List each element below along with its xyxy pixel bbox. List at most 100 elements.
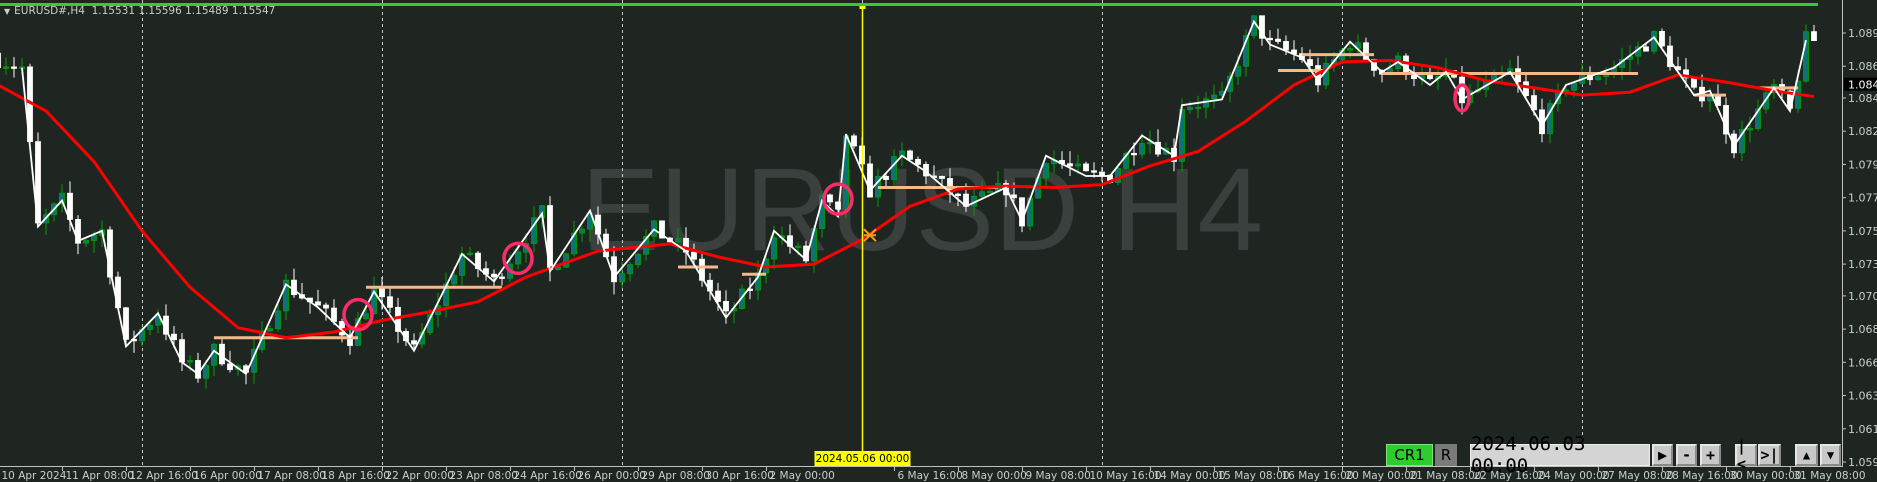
bear-candle	[1131, 152, 1137, 156]
current-price-text: 1.0848	[1848, 79, 1877, 92]
time-tick-label: 15 May 08:00	[1218, 470, 1290, 482]
bull-candle	[3, 66, 9, 69]
time-tick-label: 26 Apr 00:00	[578, 470, 646, 482]
bear-candle	[659, 220, 665, 239]
bear-candle	[1099, 171, 1105, 176]
bull-candle	[1123, 152, 1129, 169]
time-tick-label: 22 Apr 00:00	[386, 470, 454, 482]
bull-candle	[627, 264, 633, 274]
bull-candle	[1571, 82, 1577, 91]
time-tick-label: 12 Apr 16:00	[130, 470, 198, 482]
scroll-down-button[interactable]: ▼	[1820, 444, 1841, 466]
go-first-button[interactable]: |<	[1735, 437, 1757, 473]
time-tick-label: 28 May 16:00	[1666, 470, 1738, 482]
bear-candle	[699, 258, 705, 281]
bull-candle	[979, 191, 985, 197]
date-input[interactable]: 2024.06.03 00:00	[1470, 433, 1650, 477]
bear-candle	[491, 273, 497, 278]
bull-candle	[1043, 163, 1049, 179]
bear-candle	[219, 343, 225, 365]
time-tick-label: 27 May 08:00	[1602, 470, 1674, 482]
time-tick-label: 16 May 16:00	[1282, 470, 1354, 482]
time-tick-label: 9 May 08:00	[1026, 470, 1091, 482]
time-tick-label: 30 Apr 16:00	[706, 470, 774, 482]
bear-candle	[123, 307, 129, 340]
bear-candle	[1083, 163, 1089, 172]
bull-candle	[1139, 143, 1145, 155]
bull-candle	[155, 315, 161, 326]
r-button[interactable]: R	[1435, 444, 1457, 466]
time-tick-label: 14 May 00:00	[1154, 470, 1226, 482]
bear-candle	[1643, 46, 1649, 52]
bull-candle	[1595, 76, 1601, 81]
time-tick-label: 16 Apr 00:00	[194, 470, 262, 482]
price-tick-label: 1.0890	[1848, 27, 1877, 40]
bear-candle	[315, 301, 321, 306]
bull-candle	[1235, 65, 1241, 77]
zoom-in-button[interactable]: +	[1700, 444, 1721, 466]
bear-candle	[827, 194, 833, 203]
bear-candle	[227, 363, 233, 371]
triangle-up-icon: ▲	[1802, 448, 1811, 462]
time-tick-label: 8 May 00:00	[962, 470, 1027, 482]
circle-markers	[342, 83, 1471, 332]
play-button[interactable]: ▶	[1652, 444, 1673, 466]
cursor-time-text: 2024.05.06 00:00	[816, 453, 910, 465]
bull-candle	[739, 288, 745, 309]
bear-candle	[171, 333, 177, 341]
bear-candle	[1683, 69, 1689, 79]
bear-candle	[1403, 55, 1409, 75]
bear-candle	[1515, 68, 1521, 83]
bull-candle	[795, 245, 801, 248]
bull-candle	[147, 324, 153, 330]
bear-candle	[1091, 170, 1097, 173]
bull-candle	[531, 217, 537, 244]
bull-candle	[83, 240, 89, 244]
bear-candle	[715, 290, 721, 302]
bear-candle	[387, 296, 393, 308]
bull-candle	[1803, 31, 1809, 82]
bear-candle	[1531, 95, 1537, 111]
bull-candle	[187, 360, 193, 363]
ohlc-values: 1.15531 1.15596 1.15489 1.15547	[91, 5, 276, 17]
zoom-out-button[interactable]: -	[1676, 444, 1697, 466]
chart-header: ▼ EURUSD#,H4 1.15531 1.15596 1.15489 1.15…	[4, 5, 275, 17]
scroll-up-button[interactable]: ▲	[1795, 444, 1818, 466]
bull-candle	[571, 232, 577, 255]
time-tick-label: 21 May 08:00	[1410, 470, 1482, 482]
price-tick-label: 1.0776	[1848, 192, 1877, 205]
time-tick-label: 22 May 16:00	[1474, 470, 1546, 482]
bull-candle	[203, 364, 209, 379]
play-icon: ▶	[1657, 446, 1668, 464]
bear-candle	[883, 175, 889, 180]
bull-candle	[1243, 35, 1249, 67]
bull-candle	[451, 274, 457, 285]
circle-marker	[342, 297, 374, 332]
go-last-button[interactable]: >|	[1758, 444, 1781, 466]
circle-marker	[1453, 83, 1471, 113]
bear-candle	[1811, 31, 1817, 41]
time-tick-label: 23 Apr 08:00	[450, 470, 518, 482]
time-tick-label: 31 May 08:00	[1794, 470, 1866, 482]
bull-candle	[467, 252, 473, 256]
price-tick-label: 1.0730	[1848, 258, 1877, 271]
bull-candle	[987, 190, 993, 194]
bull-candle	[1747, 128, 1753, 131]
current-price-label: 1.0848	[1844, 77, 1877, 92]
bull-candle	[1347, 47, 1353, 51]
bull-candle	[675, 237, 681, 243]
dropdown-triangle-icon[interactable]: ▼	[4, 7, 11, 16]
bear-candle	[11, 66, 17, 69]
cr1-button[interactable]: CR1	[1386, 444, 1433, 466]
bear-candle	[1459, 76, 1465, 104]
bear-candle	[939, 175, 945, 179]
bear-candle	[867, 163, 873, 198]
price-tick-label: 1.0845	[1848, 92, 1877, 105]
bear-candle	[1275, 38, 1281, 42]
bull-candle	[1115, 168, 1121, 183]
bull-candle	[1739, 129, 1745, 154]
bear-candle	[499, 276, 505, 279]
bear-candle	[1523, 81, 1529, 97]
cursor-top-handle	[859, 4, 866, 9]
